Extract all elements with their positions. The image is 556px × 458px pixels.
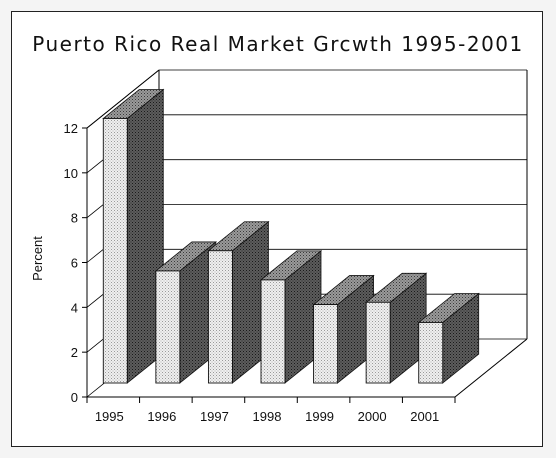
y-axis-title: Percent	[30, 236, 45, 281]
bar-front	[365, 301, 391, 384]
bar-1998	[259, 250, 323, 384]
bar-front	[155, 270, 181, 384]
bars-layer	[102, 88, 480, 384]
y-tick-label: 8	[71, 211, 78, 226]
chart-title: Puerto Rico Real Market Grcwth 1995-2001	[32, 32, 524, 56]
bar-1997	[207, 220, 270, 384]
bar-2000	[365, 272, 428, 384]
x-tick-label: 2000	[358, 409, 387, 424]
bar-front	[313, 304, 339, 384]
bar-2001	[417, 292, 480, 384]
y-tick-label: 12	[64, 121, 78, 136]
y-tick-label: 4	[71, 300, 78, 315]
x-tick-label: 1999	[305, 409, 334, 424]
bar-front	[207, 250, 233, 384]
y-tick-label: 10	[64, 166, 78, 181]
bar-1995	[102, 88, 165, 384]
y-tick-label: 0	[71, 390, 78, 405]
y-tick-label: 2	[71, 345, 78, 360]
y-tick-label: 6	[71, 256, 78, 271]
bar-1999	[312, 274, 375, 384]
labels-layer: 0 2 4 6 8 10 12 1995 1996 1997 1998 1999 2000 2001 Per…	[30, 121, 439, 424]
x-tick-label: 1996	[147, 409, 176, 424]
bar-front	[418, 322, 444, 384]
x-tick-label: 1998	[253, 409, 282, 424]
bar-front	[260, 279, 286, 384]
bar-front	[102, 118, 128, 384]
x-tick-label: 1997	[200, 409, 229, 424]
x-tick-label: 2001	[410, 409, 439, 424]
x-tick-label: 1995	[95, 409, 124, 424]
top-left-edge	[86, 69, 160, 129]
bar-1996	[154, 241, 217, 384]
floor-right-edge	[454, 338, 528, 398]
